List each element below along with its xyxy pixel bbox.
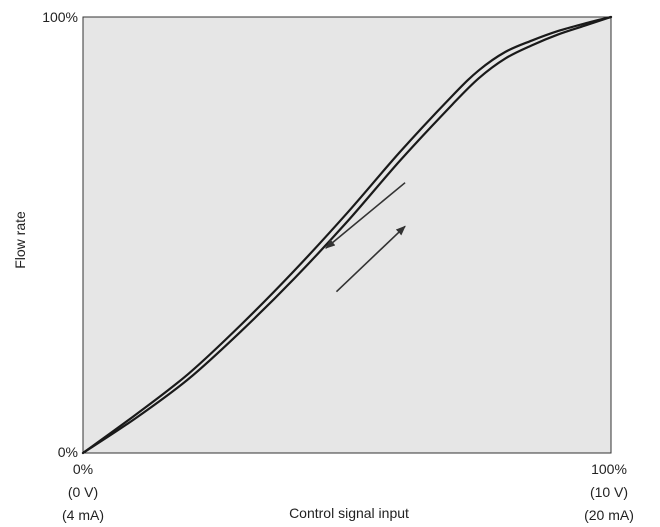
x-axis-label: Control signal input: [289, 505, 409, 521]
direction-arrow-increasing: [335, 225, 406, 293]
series-layer: [81, 15, 613, 455]
arrow-layer: [325, 182, 406, 293]
series-line-decreasing: [81, 15, 613, 455]
series-line-increasing: [81, 15, 613, 455]
plot-area: [82, 16, 612, 454]
x-tick-label-100-percent: 100%: [591, 461, 627, 477]
x-tick-label-0-voltage: (0 V): [68, 484, 98, 500]
y-axis-label: Flow rate: [12, 211, 28, 269]
direction-arrow-decreasing: [325, 182, 406, 249]
x-tick-label-0-percent: 0%: [73, 461, 93, 477]
x-tick-label-0-current: (4 mA): [62, 507, 104, 523]
y-tick-label-100: 100%: [42, 9, 78, 25]
x-tick-label-100-voltage: (10 V): [590, 484, 628, 500]
y-tick-label-0: 0%: [58, 444, 78, 460]
x-tick-label-100-current: (20 mA): [584, 507, 634, 523]
